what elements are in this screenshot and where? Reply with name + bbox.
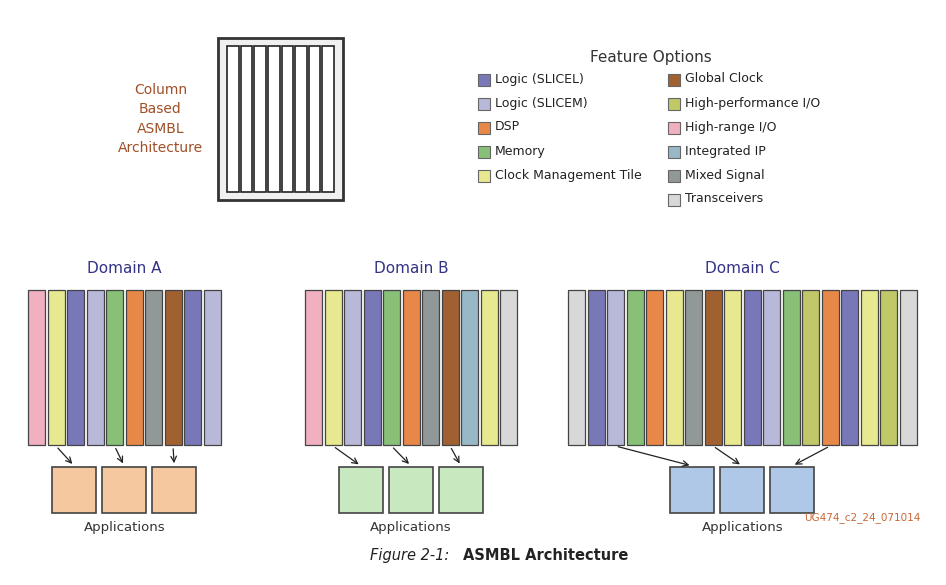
Bar <box>86 290 103 445</box>
Bar <box>646 290 663 445</box>
Bar <box>203 290 220 445</box>
Bar <box>308 46 321 192</box>
Bar <box>568 290 585 445</box>
Bar <box>900 290 917 445</box>
Bar <box>126 290 143 445</box>
Text: Domain B: Domain B <box>374 261 448 276</box>
Text: Logic (SLICEL): Logic (SLICEL) <box>495 73 584 85</box>
Text: Integrated IP: Integrated IP <box>685 144 765 157</box>
Bar <box>145 290 162 445</box>
Bar <box>295 46 307 192</box>
Bar <box>685 290 702 445</box>
Bar <box>227 46 238 192</box>
Text: DSP: DSP <box>495 121 520 133</box>
Bar <box>240 46 253 192</box>
Text: Column
Based
ASMBL
Architecture: Column Based ASMBL Architecture <box>118 82 203 155</box>
Bar <box>439 467 483 513</box>
Bar <box>383 290 400 445</box>
Text: Applications: Applications <box>83 521 165 534</box>
Bar <box>668 170 680 182</box>
Text: Applications: Applications <box>701 521 783 534</box>
Text: Feature Options: Feature Options <box>590 50 711 65</box>
Bar <box>67 290 84 445</box>
Text: Transceivers: Transceivers <box>685 192 763 205</box>
Text: Figure 2-1:: Figure 2-1: <box>370 548 463 563</box>
Text: Logic (SLICEM): Logic (SLICEM) <box>495 97 587 109</box>
Text: Mixed Signal: Mixed Signal <box>685 168 764 181</box>
Bar <box>607 290 624 445</box>
Bar <box>339 467 383 513</box>
Bar <box>500 290 517 445</box>
Bar <box>668 194 680 206</box>
Bar <box>705 290 722 445</box>
Bar <box>665 290 682 445</box>
Bar <box>720 467 764 513</box>
Bar <box>323 46 334 192</box>
Bar <box>52 467 96 513</box>
Bar <box>106 290 123 445</box>
Bar <box>165 290 182 445</box>
Bar <box>478 74 490 86</box>
Text: Global Clock: Global Clock <box>685 73 763 85</box>
Bar <box>880 290 897 445</box>
Bar <box>821 290 838 445</box>
Bar <box>724 290 741 445</box>
Bar <box>802 290 819 445</box>
Text: Memory: Memory <box>495 144 546 157</box>
Bar <box>478 122 490 134</box>
Bar <box>389 467 433 513</box>
Text: UG474_c2_24_071014: UG474_c2_24_071014 <box>803 512 920 523</box>
Text: High-range I/O: High-range I/O <box>685 121 777 133</box>
Bar <box>218 38 343 200</box>
Text: Domain A: Domain A <box>87 261 162 276</box>
Bar <box>671 467 714 513</box>
Text: High-performance I/O: High-performance I/O <box>685 97 820 109</box>
Bar <box>363 290 380 445</box>
Bar <box>344 290 361 445</box>
Bar <box>184 290 201 445</box>
Bar <box>782 290 799 445</box>
Bar <box>587 290 604 445</box>
Bar <box>763 290 780 445</box>
Bar <box>282 46 293 192</box>
Bar <box>744 290 761 445</box>
Bar <box>668 146 680 158</box>
Bar <box>442 290 459 445</box>
Bar <box>861 290 878 445</box>
Bar <box>478 146 490 158</box>
Text: Clock Management Tile: Clock Management Tile <box>495 168 641 181</box>
Text: Applications: Applications <box>370 521 452 534</box>
Bar <box>28 290 45 445</box>
Bar <box>305 290 322 445</box>
Bar <box>268 46 279 192</box>
Bar <box>626 290 643 445</box>
Bar <box>770 467 815 513</box>
Bar <box>841 290 858 445</box>
Bar <box>478 98 490 110</box>
Bar <box>668 74 680 86</box>
Bar <box>254 46 266 192</box>
Bar <box>668 122 680 134</box>
Bar <box>668 98 680 110</box>
Bar <box>422 290 439 445</box>
Bar <box>402 290 419 445</box>
Bar <box>481 290 498 445</box>
Bar <box>461 290 478 445</box>
Bar <box>152 467 196 513</box>
Bar <box>102 467 147 513</box>
Text: ASMBL Architecture: ASMBL Architecture <box>463 548 628 563</box>
Bar <box>324 290 342 445</box>
Bar <box>47 290 64 445</box>
Bar <box>478 170 490 182</box>
Text: Domain C: Domain C <box>705 261 780 276</box>
